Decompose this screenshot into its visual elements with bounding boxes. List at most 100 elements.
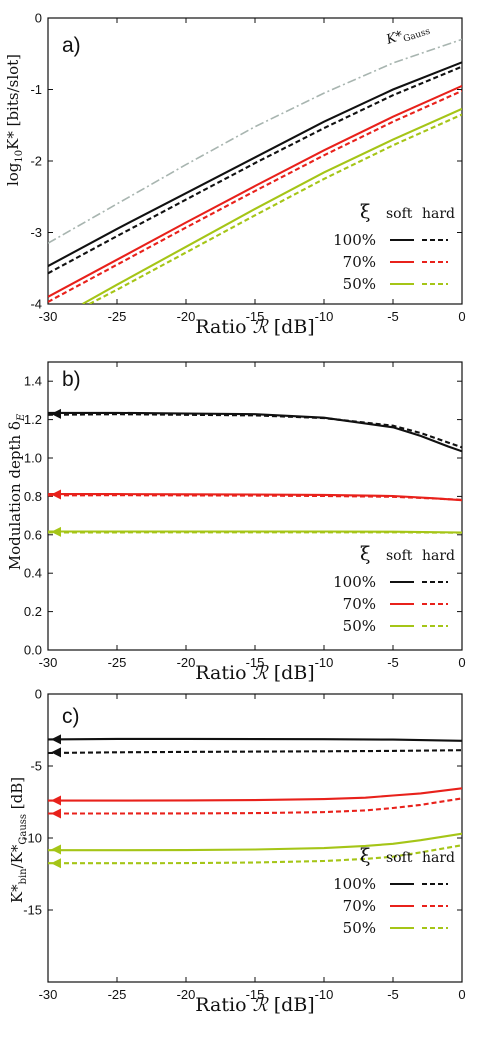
series-line-100pct-dashed (48, 749, 462, 755)
label-part: Ratio (195, 994, 252, 1016)
x-tick-label: -20 (177, 309, 196, 324)
legend-xi-symbol: ξ (360, 543, 370, 565)
x-tick-label: -20 (177, 655, 196, 670)
label-part: Gauss (402, 27, 432, 45)
y-tick-label: 1.0 (24, 451, 42, 466)
legend-row-label: 70% (343, 595, 376, 613)
label-part: [dB] (268, 316, 315, 338)
y-tick-label: 0.6 (24, 527, 42, 542)
series-group (48, 411, 462, 534)
x-tick-label: -15 (246, 655, 265, 670)
gauss-annotation: K*Gauss (384, 20, 432, 50)
label-part: log (4, 162, 22, 186)
legend-header-hard: hard (422, 850, 455, 866)
x-tick-label: -10 (315, 655, 334, 670)
label-part: ℛ (253, 316, 270, 338)
label-part: E (16, 413, 27, 422)
series-line-50pct-dashed (48, 844, 462, 865)
x-tick-label: -30 (39, 655, 58, 670)
y-tick-label: -15 (23, 903, 42, 918)
limit-arrow (51, 734, 61, 745)
series-line-70pct-dashed (48, 494, 462, 501)
x-tick-label: 0 (458, 987, 465, 1002)
legend-xi-symbol: ξ (360, 845, 370, 867)
limit-arrow (51, 489, 61, 500)
x-axis-label: Ratio ℛ [dB] (195, 994, 314, 1016)
label-part: ℛ (253, 994, 270, 1016)
label-part: [dB] (8, 777, 26, 814)
y-tick-label: -1 (30, 82, 42, 97)
legend-row-label: 50% (343, 617, 376, 635)
legend: ξ soft hard 100% 70% 50% (333, 845, 455, 937)
label-part: 10 (14, 150, 25, 163)
x-tick-label: -15 (246, 987, 265, 1002)
label-part: bin (18, 868, 29, 885)
series-line-50pct-solid (81, 107, 462, 304)
series-line-50pct-solid (48, 530, 462, 534)
series-line-70pct-solid (48, 84, 462, 298)
label-part: ℛ (253, 662, 270, 684)
y-tick-label: -5 (30, 759, 42, 774)
label-part: K* (384, 28, 405, 48)
x-tick-label: -30 (39, 309, 58, 324)
limit-arrow (51, 844, 61, 855)
y-axis-label: log10K* [bits/slot] (4, 54, 25, 186)
series-line-100pct-dashed (48, 413, 462, 449)
limit-arrow (51, 795, 61, 806)
panel-b: -30 -25 -20 -15 -10 -5 0 0.0 0.2 0.4 0.6 0.8 1.0 1.2 1… (6, 361, 466, 684)
label-part: Ratio (195, 316, 252, 338)
limit-arrow (51, 408, 61, 419)
limit-arrow (51, 526, 61, 537)
series-line-70pct-solid (48, 493, 462, 502)
label-part: K* (8, 884, 26, 903)
label-part: K* [bits/slot] (4, 54, 22, 150)
y-axis-label: Modulation depth δE (6, 413, 27, 570)
legend-row-label: 70% (343, 253, 376, 271)
y-tick-label: 1.4 (24, 374, 42, 389)
x-tick-label: -25 (108, 987, 127, 1002)
legend-header-soft: soft (386, 548, 413, 564)
x-tick-label: -15 (246, 309, 265, 324)
label-part: Modulation depth δ (6, 421, 24, 570)
label-part: [dB] (268, 994, 315, 1016)
x-tick-label: -10 (315, 987, 334, 1002)
plot-frame (47, 693, 463, 983)
series-group (48, 737, 462, 865)
x-axis-label: Ratio ℛ [dB] (195, 316, 314, 338)
panel-label: b) (62, 368, 81, 391)
series-line-50pct-solid (48, 832, 462, 852)
legend-header-soft: soft (386, 850, 413, 866)
series-line-70pct-solid (48, 787, 462, 802)
y-tick-label: 0.4 (24, 566, 42, 581)
x-tick-label: -5 (387, 987, 399, 1002)
series-line-100pct-solid (48, 737, 462, 742)
legend-row-label: 100% (333, 875, 376, 893)
legend-header-soft: soft (386, 206, 413, 222)
legend-row-label: 50% (343, 275, 376, 293)
x-tick-label: -10 (315, 309, 334, 324)
x-tick-label: 0 (458, 309, 465, 324)
legend-row-label: 50% (343, 919, 376, 937)
y-tick-label: 0.0 (24, 643, 42, 658)
x-tick-label: -25 (108, 309, 127, 324)
y-tick-label: 1.2 (24, 412, 42, 427)
x-axis-label: Ratio ℛ [dB] (195, 662, 314, 684)
limit-arrow (51, 747, 61, 758)
legend-row-label: 70% (343, 897, 376, 915)
label-part: /K* (8, 844, 26, 868)
y-tick-label: 0.2 (24, 604, 42, 619)
series-line-100pct-solid (48, 411, 462, 453)
y-tick-label: 0 (35, 687, 42, 702)
x-tick-label: -20 (177, 987, 196, 1002)
x-tick-label: -30 (39, 987, 58, 1002)
series-line-70pct-dashed (48, 89, 462, 303)
y-tick-label: 0.8 (24, 489, 42, 504)
plot-frame (47, 361, 463, 651)
x-tick-label: -5 (387, 655, 399, 670)
panel-label: c) (62, 705, 80, 728)
series-line-50pct-dashed (88, 113, 462, 304)
legend-row-label: 100% (333, 573, 376, 591)
panel-label: a) (62, 34, 81, 57)
